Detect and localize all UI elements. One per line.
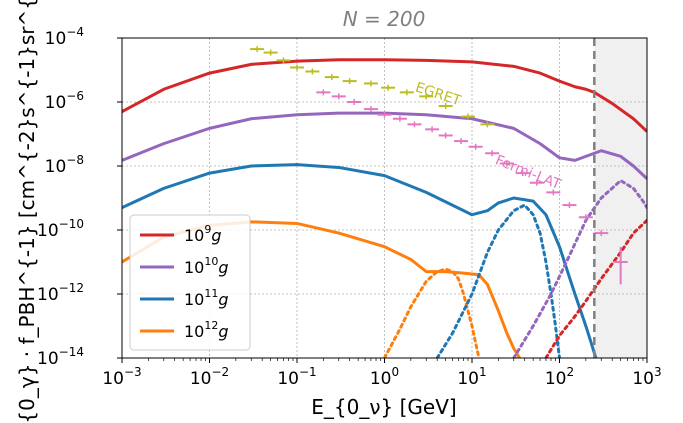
fermi-lat-label: Fermi-LAT [493,152,564,193]
series-egret [250,46,495,128]
series-dotted-line [383,267,481,358]
y-tick-label: 10−4 [45,25,84,49]
legend-box [129,214,251,351]
y-tick-label: 10−10 [37,217,84,241]
chart-title: N = 200 [343,7,426,31]
legend-label: 1010g [184,255,229,277]
y-tick-label: 10−12 [37,281,84,305]
legend: 109g 1010g 1011g 1012g [129,214,251,351]
x-tick-label: 10−1 [277,365,316,389]
x-tick-label: 102 [545,365,574,389]
x-tick-label: 10−3 [102,365,141,389]
y-axis: 10−14 10−12 10−10 10−8 10−6 10−4 [37,25,122,369]
series-fermi-lat [316,89,628,285]
legend-label: 109g [184,223,222,245]
x-axis: 10−3 10−2 10−1 100 101 102 103 [102,358,662,389]
series-dotted-line [435,203,561,358]
x-tick-label: 103 [632,365,661,389]
legend-label: 1011g [184,287,229,309]
plot-frame [121,37,648,359]
egret-label: EGRET [413,80,463,110]
x-axis-title: E_{0_ν} [GeV] [311,395,456,419]
y-tick-label: 10−8 [45,153,84,177]
x-tick-label: 100 [370,365,399,389]
series-line [122,58,647,133]
x-tick-label: 101 [457,365,486,389]
series-line [122,163,598,358]
x-tick-label: 10−2 [190,365,229,389]
y-tick-label: 10−14 [37,345,84,369]
y-axis-title: I_{0_γ} · f_PBH^{-1} [cm^{-2}s^{-1}sr^{-… [15,0,39,423]
annotations: EGRET Fermi-LAT [413,80,563,194]
y-tick-label: 10−6 [45,89,84,113]
legend-label: 1012g [184,319,229,341]
